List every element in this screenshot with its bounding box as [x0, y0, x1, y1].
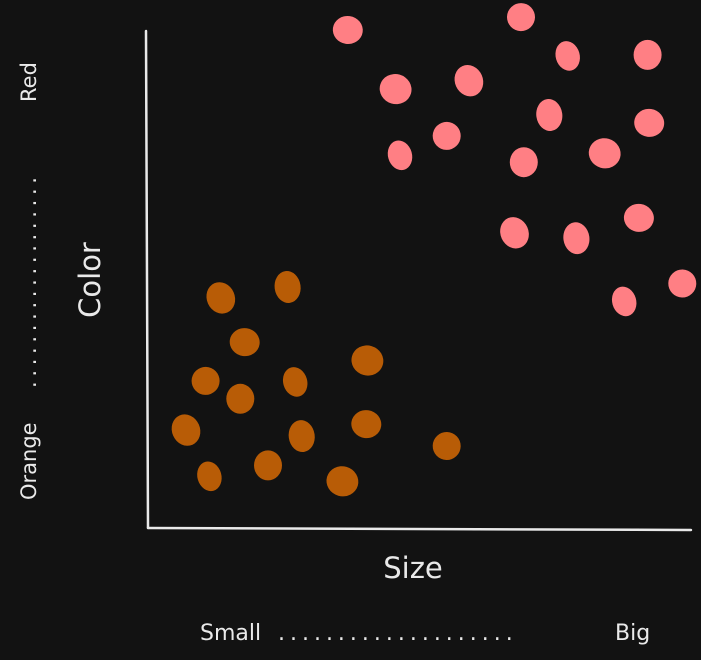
point-series-0-10 [432, 432, 461, 460]
point-series-0-1 [274, 271, 301, 303]
y-scale-dots: . . . . . . . . . . . . . . . . . . . [17, 178, 41, 388]
point-series-0-8 [288, 420, 315, 453]
y-axis-line [144, 29, 150, 530]
y-scale-low-label: Orange [17, 422, 41, 500]
point-series-1-2 [555, 41, 580, 71]
point-series-0-0 [206, 282, 236, 314]
y-scale-high-label: Red [17, 62, 41, 102]
point-series-0-7 [171, 414, 201, 446]
point-series-1-10 [509, 147, 538, 178]
x-scale-dots: . . . . . . . . . . . . . . . . . . . . [278, 621, 512, 646]
point-series-1-5 [454, 65, 484, 97]
point-series-0-9 [351, 410, 382, 439]
point-series-1-15 [668, 269, 697, 298]
x-scale-high-label: Big [615, 621, 650, 646]
point-series-1-12 [500, 217, 529, 249]
point-series-1-4 [379, 74, 412, 105]
point-series-1-6 [536, 99, 563, 131]
point-series-1-13 [563, 222, 590, 255]
point-series-0-4 [282, 367, 308, 397]
axes [144, 29, 693, 532]
point-series-0-5 [226, 383, 255, 414]
point-series-0-2 [229, 328, 260, 357]
point-series-1-11 [588, 138, 621, 169]
x-axis-label: Size [383, 551, 443, 585]
point-series-0-3 [191, 366, 220, 395]
point-series-0-12 [254, 450, 282, 481]
point-series-1-9 [387, 140, 413, 171]
data-points [171, 3, 697, 497]
x-axis-line [146, 526, 693, 532]
y-axis-label: Color [73, 242, 107, 318]
point-series-1-3 [633, 39, 662, 70]
point-series-0-11 [197, 461, 222, 492]
point-series-1-8 [432, 121, 461, 150]
point-series-1-16 [611, 286, 637, 317]
x-scale-low-label: Small [200, 621, 261, 646]
point-series-1-0 [332, 15, 363, 45]
point-series-1-14 [623, 203, 654, 232]
point-series-0-6 [351, 345, 384, 376]
point-series-0-13 [326, 466, 359, 497]
point-series-1-1 [507, 3, 535, 32]
point-series-1-7 [634, 108, 665, 137]
